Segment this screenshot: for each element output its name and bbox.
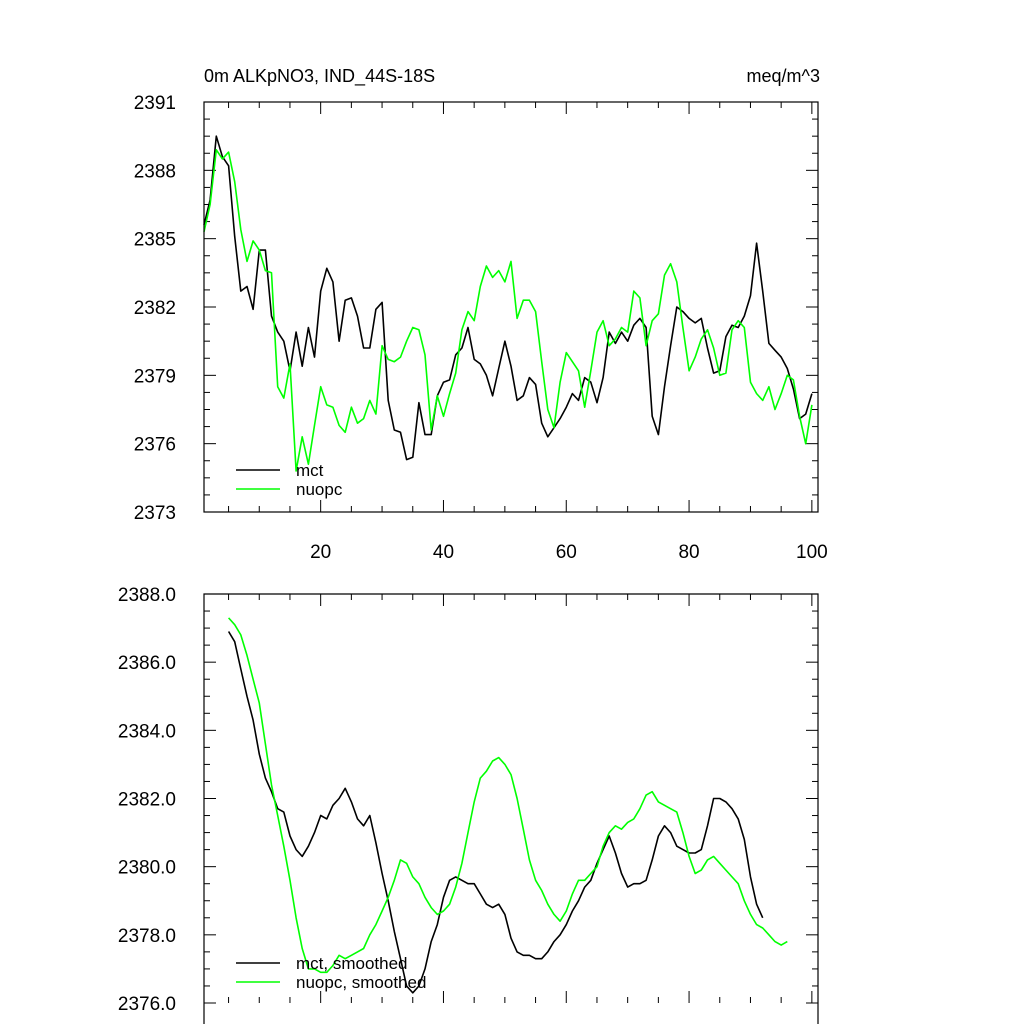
top-plot-frame bbox=[203, 101, 819, 513]
x-tick-label: 60 bbox=[556, 542, 577, 563]
y-tick-label: 2386.0 bbox=[118, 653, 176, 674]
series-line-mct-smoothed bbox=[227, 631, 764, 994]
top-series-lines bbox=[203, 135, 813, 472]
y-tick-label: 2379 bbox=[134, 366, 176, 387]
y-tick-label: 2378.0 bbox=[118, 926, 176, 947]
x-tick-label: 100 bbox=[796, 542, 828, 563]
chart-title-left: 0m ALKpNO3, IND_44S-18S bbox=[204, 66, 435, 87]
top-legend: mct nuopc bbox=[236, 461, 343, 499]
y-tick-label: 2382.0 bbox=[118, 790, 176, 811]
y-tick-label: 2382 bbox=[134, 298, 176, 319]
y-tick-label: 2380.0 bbox=[118, 858, 176, 879]
legend-label-nuopc-smoothed: nuopc, smoothed bbox=[296, 973, 426, 992]
series-line-nuopc bbox=[203, 149, 813, 472]
chart-title-right: meq/m^3 bbox=[747, 66, 820, 86]
bottom-plot-frame bbox=[203, 593, 819, 1024]
bottom-chart: 2376.0 2378.0 2380.0 2382.0 2384.0 2386.0 2388… bbox=[118, 585, 819, 1024]
series-line-nuopc-smoothed bbox=[228, 617, 788, 974]
series-line-mct bbox=[203, 135, 813, 461]
y-tick-label: 2376 bbox=[134, 435, 176, 456]
y-tick-label: 2376.0 bbox=[118, 994, 176, 1015]
y-tick-label: 2384.0 bbox=[118, 721, 176, 742]
top-chart: 0m ALKpNO3, IND_44S-18S meq/m^3 2373 2376… bbox=[134, 66, 828, 563]
y-tick-label: 2373 bbox=[134, 503, 176, 524]
x-tick-label: 40 bbox=[433, 542, 454, 563]
bottom-series-lines bbox=[227, 617, 788, 994]
bottom-axis-ticks: 2376.0 2378.0 2380.0 2382.0 2384.0 2386.0 2388… bbox=[118, 585, 818, 1015]
y-tick-label: 2391 bbox=[134, 93, 176, 114]
x-tick-label: 80 bbox=[678, 542, 699, 563]
x-tick-label: 20 bbox=[310, 542, 331, 563]
y-tick-label: 2388 bbox=[134, 161, 176, 182]
bottom-legend: mct, smoothed nuopc, smoothed bbox=[236, 954, 426, 992]
legend-label-nuopc: nuopc bbox=[296, 480, 343, 499]
y-tick-label: 2388.0 bbox=[118, 585, 176, 606]
legend-label-mct-smoothed: mct, smoothed bbox=[296, 954, 408, 973]
y-tick-label: 2385 bbox=[134, 230, 176, 251]
top-axis-ticks: 2373 2376 2379 2382 2385 2388 2391 20 40 60 80 100 bbox=[134, 93, 828, 563]
legend-label-mct: mct bbox=[296, 461, 324, 480]
